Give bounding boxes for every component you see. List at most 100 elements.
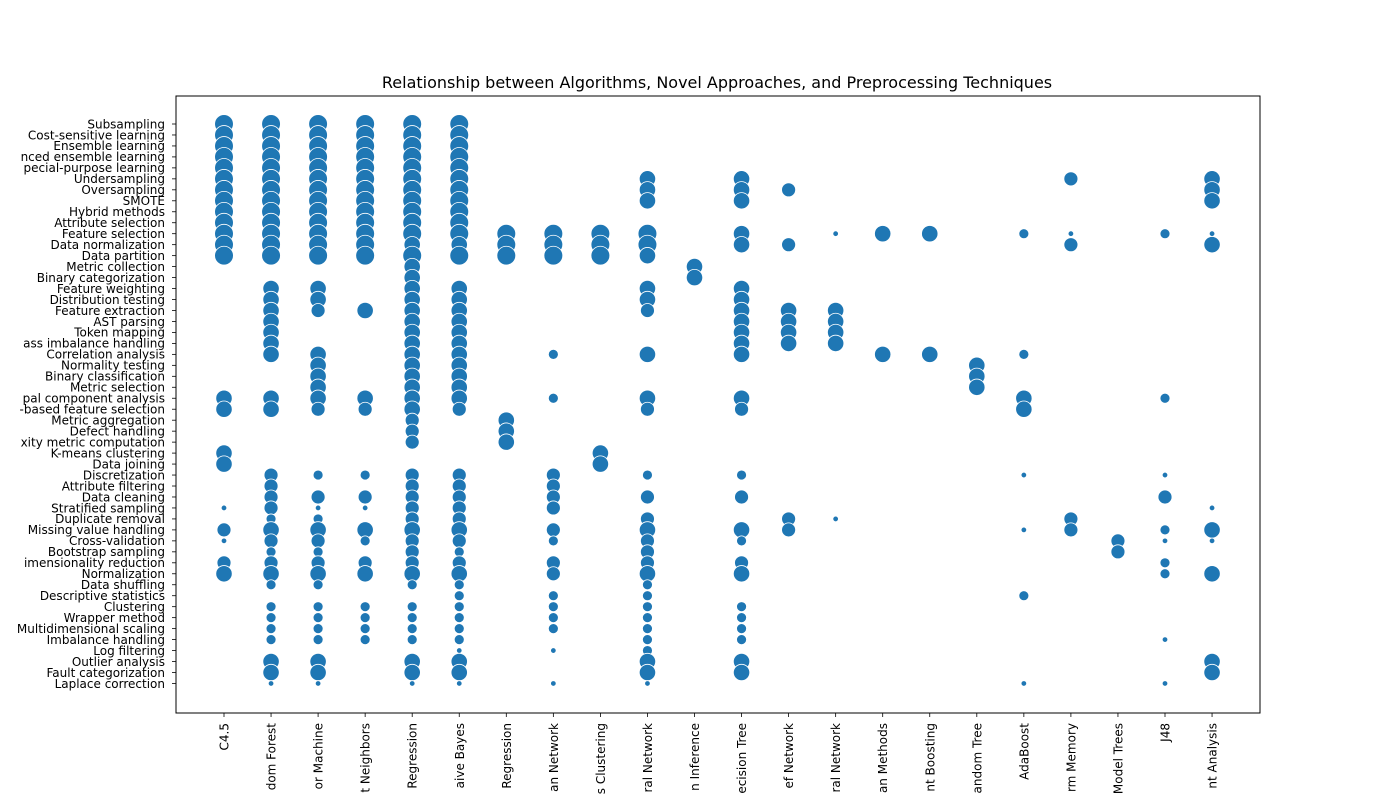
x-tick-label: andom Tree — [970, 723, 984, 793]
y-tick-label: Cost-sensitive learning — [28, 128, 165, 142]
data-point — [1063, 171, 1079, 187]
data-point — [642, 579, 653, 591]
x-axis: C4.5 dom Forest or Machine t Neighbors Regre… — [218, 713, 1220, 794]
data-point — [781, 182, 796, 198]
data-point — [265, 546, 277, 558]
data-point — [874, 345, 892, 363]
data-point — [409, 680, 416, 687]
y-tick-label: Feature extraction — [55, 304, 165, 318]
data-point — [638, 192, 657, 210]
y-tick-label: xity metric computation — [21, 435, 165, 449]
data-point — [1159, 524, 1171, 536]
data-point — [449, 245, 470, 266]
data-point — [640, 489, 655, 505]
data-point — [310, 303, 326, 318]
data-point — [543, 245, 564, 266]
data-point — [215, 400, 233, 418]
data-point — [263, 533, 279, 549]
data-point — [1159, 392, 1171, 404]
points-layer — [214, 114, 1221, 687]
y-tick-label: Binary classification — [45, 370, 165, 384]
data-point — [832, 230, 839, 237]
y-tick-label: Hybrid methods — [69, 205, 165, 219]
data-point — [312, 623, 324, 635]
y-tick-label: -based feature selection — [20, 403, 165, 417]
data-point — [827, 334, 845, 352]
y-tick-label: Correlation analysis — [46, 348, 165, 362]
data-point — [453, 601, 465, 613]
y-tick-label: Distribution testing — [50, 293, 165, 307]
x-tick-label: nt Boosting — [923, 723, 937, 792]
data-point — [263, 500, 279, 516]
data-point — [453, 634, 465, 645]
data-point — [355, 245, 375, 266]
data-point — [642, 612, 653, 624]
data-point — [262, 663, 280, 682]
data-point — [547, 612, 559, 624]
x-tick-label: C4.5 — [218, 723, 232, 750]
data-point — [215, 455, 233, 473]
y-tick-label: Cross-validation — [69, 534, 165, 548]
data-point — [732, 345, 751, 363]
data-point — [545, 522, 561, 538]
data-point — [1020, 680, 1028, 687]
chart-title: Relationship between Algorithms, Novel A… — [382, 73, 1052, 92]
y-tick-label: SMOTE — [123, 194, 165, 208]
data-point — [262, 345, 280, 363]
x-tick-label: J48 — [1159, 723, 1173, 743]
data-point — [496, 245, 517, 266]
data-point — [638, 663, 657, 682]
y-tick-label: Oversampling — [81, 183, 165, 197]
y-tick-label: Clustering — [104, 600, 165, 614]
x-tick-label: an Methods — [876, 723, 890, 793]
data-point — [453, 546, 465, 558]
data-point — [1159, 557, 1171, 569]
data-point — [453, 612, 465, 624]
data-point — [451, 533, 467, 549]
data-point — [359, 469, 371, 481]
data-point — [309, 663, 327, 682]
data-point — [453, 590, 465, 602]
y-tick-label: Ensemble learning — [53, 139, 165, 153]
data-point — [1159, 228, 1171, 240]
data-point — [1203, 192, 1221, 210]
data-point — [265, 623, 277, 635]
data-point — [550, 680, 557, 687]
data-point — [456, 680, 463, 687]
data-point — [1015, 400, 1033, 418]
data-point — [874, 225, 892, 243]
data-point — [547, 535, 559, 547]
data-point — [356, 565, 374, 583]
y-tick-label: Normalization — [82, 567, 165, 581]
data-point — [265, 601, 277, 613]
data-point — [779, 334, 798, 352]
data-point — [312, 579, 324, 591]
data-point — [547, 590, 559, 602]
y-tick-label: Attribute selection — [54, 216, 165, 230]
data-point — [685, 268, 704, 287]
data-point — [640, 303, 655, 318]
data-point — [359, 612, 371, 624]
data-point — [1018, 348, 1030, 360]
y-tick-label: Outlier analysis — [72, 655, 165, 669]
data-point — [357, 401, 373, 417]
data-point — [1161, 636, 1169, 643]
data-point — [781, 237, 796, 253]
y-tick-label: Data shuffling — [81, 578, 165, 592]
data-point — [1203, 565, 1221, 583]
data-point — [1157, 489, 1173, 505]
data-point — [215, 565, 233, 583]
y-tick-label: Metric aggregation — [51, 413, 165, 427]
data-point — [642, 601, 653, 613]
data-point — [638, 345, 657, 363]
data-point — [1020, 471, 1028, 479]
data-point — [644, 680, 651, 687]
data-point — [497, 433, 515, 451]
data-point — [590, 245, 611, 266]
y-tick-label: Feature weighting — [57, 282, 165, 296]
x-tick-label: rm Memory — [1064, 723, 1078, 792]
x-tick-label: or Machine — [312, 723, 326, 789]
data-point — [310, 533, 326, 549]
